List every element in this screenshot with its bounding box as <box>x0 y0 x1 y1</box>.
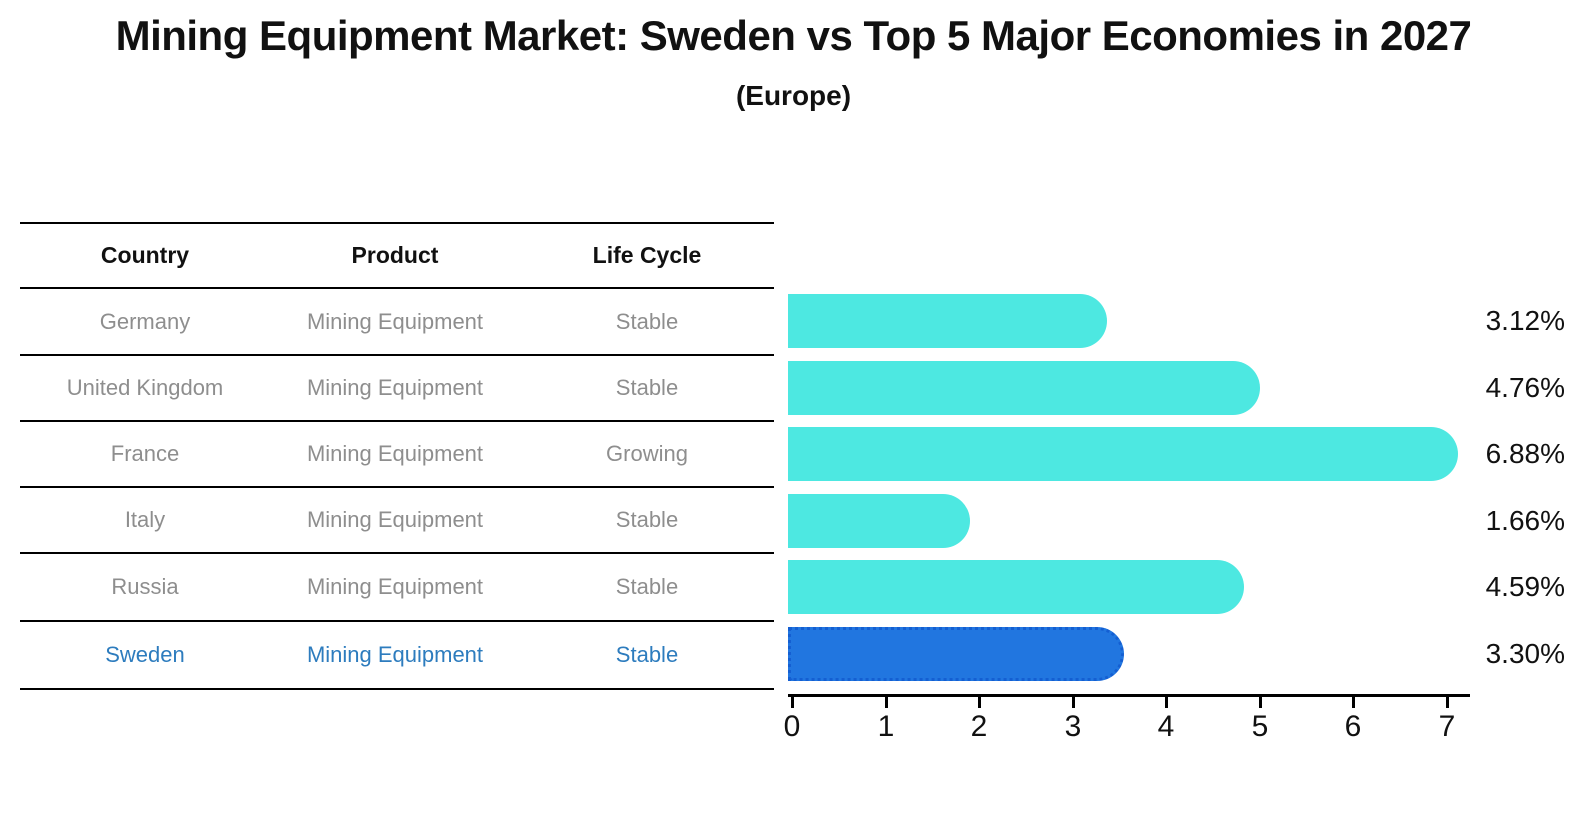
column-header-product: Product <box>351 242 439 268</box>
table-border-line <box>20 287 774 289</box>
cell-country: Sweden <box>105 642 185 667</box>
x-axis-tick-mark <box>1259 697 1262 708</box>
table-border-line <box>20 222 774 224</box>
x-axis-tick-mark <box>885 697 888 708</box>
cell-product: Mining Equipment <box>306 375 484 400</box>
table-row-highlight-sweden: Sweden Mining Equipment Stable <box>20 622 774 688</box>
cell-life-cycle: Stable <box>615 642 679 667</box>
x-axis-line <box>788 694 1470 697</box>
cell-product: Mining Equipment <box>306 441 484 466</box>
cell-product: Mining Equipment <box>306 507 484 532</box>
bar-italy <box>788 494 970 548</box>
x-axis-tick-label: 6 <box>1344 710 1362 743</box>
cell-life-cycle: Stable <box>615 375 679 400</box>
table-row: Russia Mining Equipment Stable <box>20 554 774 620</box>
x-axis-tick-mark <box>978 697 981 708</box>
cell-product: Mining Equipment <box>306 308 484 334</box>
page-title: Mining Equipment Market: Sweden vs Top 5… <box>115 12 1472 59</box>
x-axis-tick-mark <box>1352 697 1355 708</box>
value-label: 3.30% <box>1485 638 1565 669</box>
cell-life-cycle: Stable <box>615 574 679 599</box>
bar-france <box>788 427 1458 481</box>
bar-sweden <box>788 627 1124 681</box>
table-row: Germany Mining Equipment Stable <box>20 289 774 354</box>
table-border-line <box>20 486 774 488</box>
x-axis-tick-mark <box>1446 697 1449 708</box>
cell-life-cycle: Stable <box>615 507 679 532</box>
table-border-line <box>20 420 774 422</box>
x-axis-tick-mark <box>791 697 794 708</box>
table-border-line <box>20 688 774 690</box>
cell-country: Italy <box>124 507 166 532</box>
cell-product: Mining Equipment <box>306 642 484 667</box>
x-axis-tick-mark <box>1072 697 1075 708</box>
bar-united-kingdom <box>788 361 1260 415</box>
x-axis-tick-label: 5 <box>1251 710 1269 743</box>
table-row: United Kingdom Mining Equipment Stable <box>20 356 774 420</box>
cell-country: United Kingdom <box>66 375 224 400</box>
table-border-line <box>20 354 774 356</box>
x-axis-tick-label: 7 <box>1438 710 1456 743</box>
x-axis-tick-label: 4 <box>1157 710 1175 743</box>
cell-life-cycle: Growing <box>606 441 688 466</box>
cell-country: France <box>110 441 180 466</box>
bar-germany <box>788 294 1107 348</box>
table-border-line <box>20 620 774 622</box>
table-row: Italy Mining Equipment Stable <box>20 488 774 552</box>
x-axis-tick-label: 2 <box>970 710 988 743</box>
column-header-life-cycle: Life Cycle <box>592 242 702 268</box>
table-row: France Mining Equipment Growing <box>20 422 774 486</box>
column-header-country: Country <box>100 242 190 268</box>
table-border-line <box>20 552 774 554</box>
cell-life-cycle: Stable <box>615 308 679 334</box>
x-axis-tick-label: 3 <box>1064 710 1082 743</box>
value-label: 1.66% <box>1485 505 1565 536</box>
x-axis-tick-mark <box>1165 697 1168 708</box>
value-label: 3.12% <box>1485 305 1565 336</box>
cell-country: Germany <box>99 308 191 334</box>
page-subtitle: (Europe) <box>735 80 852 111</box>
x-axis-tick-label: 1 <box>877 710 895 743</box>
value-label: 4.76% <box>1485 372 1565 403</box>
value-label: 4.59% <box>1485 571 1565 602</box>
bar-russia <box>788 560 1244 614</box>
cell-product: Mining Equipment <box>306 574 484 599</box>
value-label: 6.88% <box>1485 438 1565 469</box>
table-header-row: Country Product Life Cycle <box>20 224 774 287</box>
cell-country: Russia <box>111 574 179 599</box>
x-axis-tick-label: 0 <box>783 710 801 743</box>
